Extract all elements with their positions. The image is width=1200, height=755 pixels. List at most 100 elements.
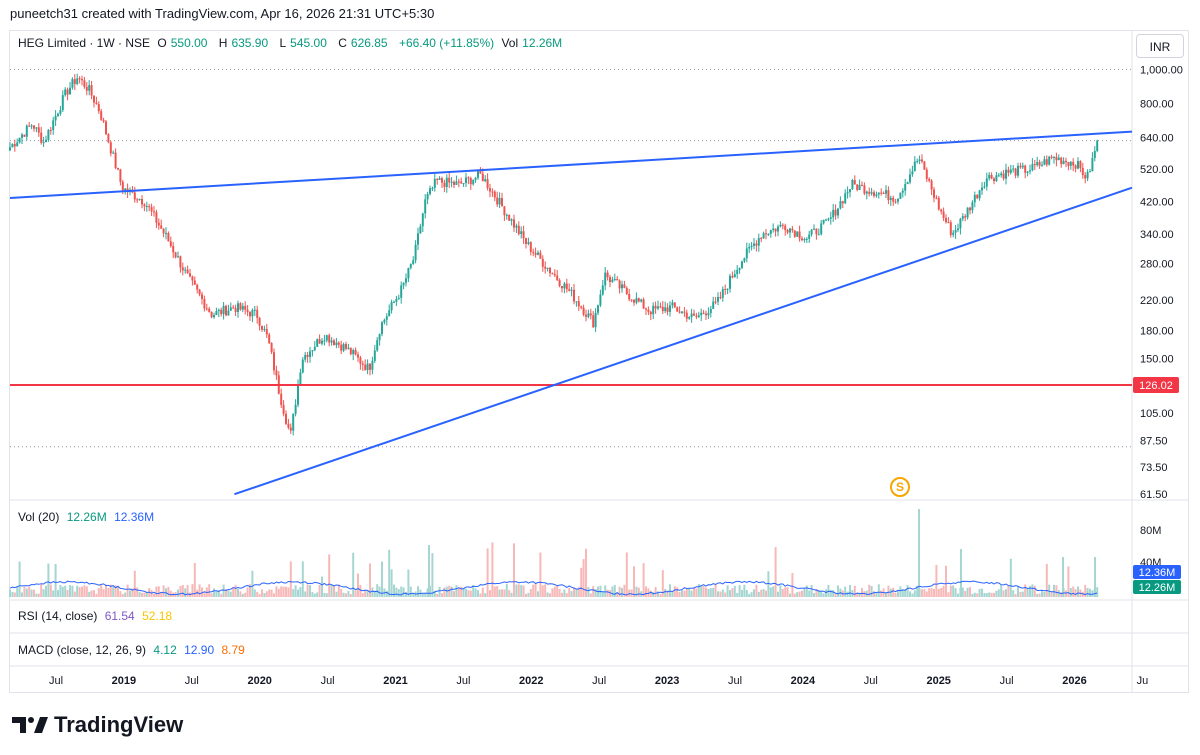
candle-body — [102, 119, 105, 122]
candle-body — [762, 233, 765, 239]
volume-bar — [47, 563, 50, 597]
candle-body — [124, 188, 127, 191]
candle-body — [198, 289, 201, 295]
volume-bar — [30, 589, 33, 597]
volume-bar — [973, 592, 976, 597]
volume-bar — [537, 591, 539, 597]
volume-bar — [582, 559, 585, 597]
volume-bar — [930, 588, 933, 597]
candle-body — [431, 187, 434, 189]
y-tick-label: 280.00 — [1140, 258, 1174, 270]
volume-bar — [325, 593, 328, 597]
candle-body — [942, 211, 945, 218]
volume-bar — [287, 587, 290, 597]
candle-body — [256, 309, 259, 318]
candle-body — [937, 197, 940, 210]
volume-bar — [551, 588, 554, 597]
candle-body — [515, 225, 518, 228]
candle-body — [808, 234, 811, 239]
candle-body — [796, 231, 799, 237]
candle-body — [928, 178, 931, 181]
candle-body — [625, 287, 628, 294]
volume-bar — [513, 543, 515, 597]
candle-body — [880, 192, 883, 194]
candle-body — [119, 169, 122, 182]
volume-bar — [755, 584, 758, 597]
candle-body — [136, 199, 139, 201]
candle-body — [321, 340, 323, 344]
candle-body — [1045, 159, 1048, 165]
candle-body — [177, 256, 179, 258]
candle-body — [748, 246, 751, 249]
candle-body — [784, 225, 787, 231]
candle-body — [23, 134, 26, 137]
candle-body — [1096, 140, 1099, 151]
volume-bar — [203, 592, 206, 597]
volume-bar — [335, 591, 338, 597]
x-tick-label: Jul — [728, 675, 742, 687]
candle-body — [973, 194, 976, 203]
volume-bar — [462, 587, 465, 597]
candle-body — [995, 175, 998, 182]
volume-bar — [863, 591, 866, 597]
volume-bar — [258, 593, 261, 597]
volume-bar — [1000, 585, 1003, 597]
volume-bar — [688, 588, 691, 597]
volume-bar — [395, 587, 398, 597]
chart-caption: puneetch31 created with TradingView.com,… — [10, 6, 435, 21]
volume-bar — [714, 584, 717, 597]
candle-body — [1093, 150, 1096, 159]
candle-body — [275, 370, 278, 376]
volume-bar — [347, 590, 350, 597]
volume-bar — [964, 590, 967, 597]
candle-body — [649, 311, 652, 315]
currency-button[interactable]: INR — [1136, 34, 1184, 58]
volume-bar — [837, 585, 839, 597]
candle-body — [652, 305, 655, 315]
volume-bar — [237, 588, 239, 597]
candle-body — [889, 197, 892, 200]
candle-body — [467, 177, 470, 179]
symbol-title: HEG Limited · 1W · NSE — [18, 36, 151, 50]
rsi-legend: RSI (14, close) 61.54 52.18 — [18, 609, 173, 623]
candle-body — [105, 121, 107, 135]
candle-body — [328, 335, 331, 343]
candle-body — [724, 289, 727, 291]
earnings-marker-icon[interactable]: S — [890, 477, 910, 497]
candle-body — [1043, 159, 1046, 165]
volume-bar — [685, 588, 688, 597]
volume-bar — [460, 586, 463, 597]
volume-bar — [1031, 584, 1034, 597]
close-label: C 626.85 — [338, 36, 388, 50]
volume-bar — [789, 593, 791, 597]
candle-body — [18, 137, 21, 143]
candle-body — [1077, 161, 1079, 169]
volume-bar — [769, 587, 772, 597]
volume-bar — [748, 593, 751, 597]
volume-bar — [49, 584, 52, 597]
candle-body — [301, 359, 304, 373]
volume-bar — [369, 563, 371, 597]
candle-body — [388, 310, 391, 317]
volume-bar — [256, 591, 259, 597]
candle-body — [585, 314, 587, 317]
volume-bar — [508, 590, 511, 597]
volume-bar — [73, 591, 76, 597]
candle-body — [460, 181, 463, 184]
candle-body — [465, 177, 467, 184]
candle-body — [477, 171, 479, 178]
volume-bar — [633, 566, 635, 597]
volume-bar — [690, 590, 693, 597]
candle-body — [402, 282, 405, 286]
volume-bar — [993, 592, 995, 597]
candle-body — [109, 142, 112, 154]
candle-body — [714, 301, 717, 303]
candle-body — [1084, 175, 1087, 179]
candle-body — [765, 233, 767, 235]
volume-bar — [820, 590, 823, 597]
candle-body — [813, 228, 815, 230]
candle-body — [589, 313, 592, 316]
x-tick-label: Jul — [592, 675, 606, 687]
candle-body — [918, 159, 921, 162]
